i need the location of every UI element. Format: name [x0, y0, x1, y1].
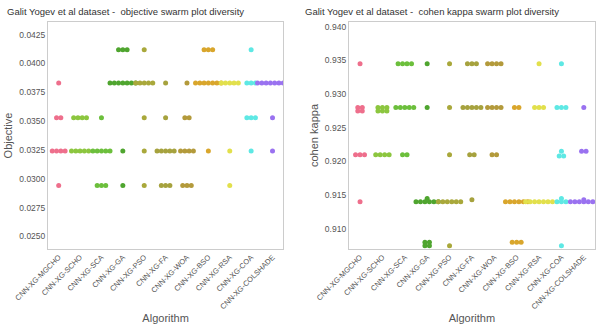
svg-text:0.0325: 0.0325 [19, 145, 45, 155]
svg-text:CNN-XG-FA: CNN-XG-FA [440, 253, 476, 289]
svg-text:Algorithm: Algorithm [449, 312, 495, 324]
svg-text:0.0300: 0.0300 [19, 174, 45, 184]
svg-text:CNN-XG-BSO: CNN-XG-BSO [172, 253, 212, 293]
svg-text:CNN-XG-PSO: CNN-XG-PSO [413, 253, 453, 293]
svg-text:Galit Yogev et al dataset - c: Galit Yogev et al dataset - cohen kappa … [305, 6, 559, 17]
svg-text:CNN-XG-BSO: CNN-XG-BSO [480, 253, 520, 293]
svg-text:CNN-XG-RSA: CNN-XG-RSA [194, 253, 234, 293]
svg-text:0.0425: 0.0425 [19, 30, 45, 40]
svg-text:0.935: 0.935 [325, 55, 347, 65]
svg-text:CNN-XG-WOA: CNN-XG-WOA [149, 253, 191, 295]
svg-text:0.0400: 0.0400 [19, 58, 45, 68]
svg-text:CNN-XG-RSA: CNN-XG-RSA [503, 253, 543, 293]
svg-text:CNN-XG-PSO: CNN-XG-PSO [108, 253, 148, 293]
svg-text:CNN-XG-SCHO: CNN-XG-SCHO [40, 253, 84, 297]
svg-text:cohen kappa: cohen kappa [308, 103, 320, 167]
svg-text:CNN-XG-COLSHADE: CNN-XG-COLSHADE [530, 253, 588, 311]
svg-text:CNN-XG-COA: CNN-XG-COA [215, 253, 256, 294]
svg-text:0.0250: 0.0250 [19, 231, 45, 241]
svg-text:CNN-XG-WOA: CNN-XG-WOA [457, 253, 499, 295]
svg-text:CNN-XG-MGCHO: CNN-XG-MGCHO [315, 253, 364, 302]
svg-text:Galit Yogev et al dataset - o: Galit Yogev et al dataset - objective sw… [7, 6, 244, 17]
svg-text:0.0275: 0.0275 [19, 202, 45, 212]
svg-text:0.910: 0.910 [325, 224, 347, 234]
svg-text:Algorithm: Algorithm [142, 312, 188, 324]
svg-text:CNN-XG-MGCHO: CNN-XG-MGCHO [13, 253, 62, 302]
svg-text:0.0350: 0.0350 [19, 116, 45, 126]
svg-text:0.925: 0.925 [325, 123, 347, 133]
svg-text:0.940: 0.940 [325, 22, 347, 32]
svg-text:0.920: 0.920 [325, 156, 347, 166]
svg-text:CNN-XG-COA: CNN-XG-COA [525, 253, 566, 294]
svg-text:0.930: 0.930 [325, 89, 347, 99]
svg-text:CNN-XG-SCHO: CNN-XG-SCHO [342, 253, 386, 297]
svg-text:CNN-XG-GA: CNN-XG-GA [395, 253, 432, 290]
svg-text:0.915: 0.915 [325, 190, 347, 200]
svg-text:CNN-XG-SCA: CNN-XG-SCA [66, 253, 106, 293]
svg-text:CNN-XG-GA: CNN-XG-GA [90, 253, 127, 290]
svg-text:CNN-XG-FA: CNN-XG-FA [134, 253, 170, 289]
svg-text:CNN-XG-SCA: CNN-XG-SCA [369, 253, 409, 293]
svg-text:CNN-XG-COLSHADE: CNN-XG-COLSHADE [218, 253, 276, 311]
svg-text:Objective: Objective [2, 113, 14, 159]
svg-text:0.0375: 0.0375 [19, 87, 45, 97]
